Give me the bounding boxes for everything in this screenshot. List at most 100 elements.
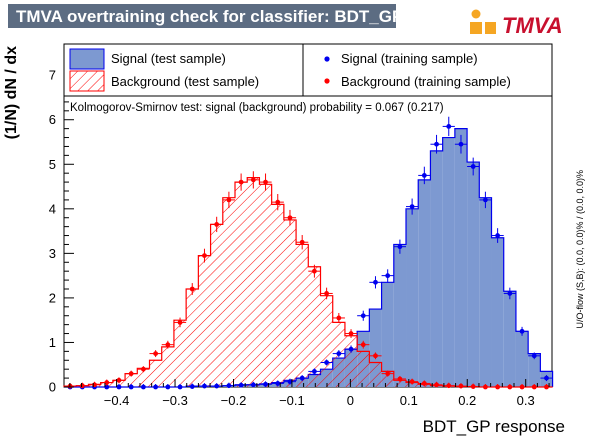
signal-training-marker-33 (470, 164, 476, 169)
chart-title: TMVA overtraining check for classifier: … (16, 7, 404, 26)
background-test-bar-16 (259, 184, 272, 387)
background-training-marker-4 (116, 377, 122, 383)
legend: Signal (test sample) Background (test sa… (63, 43, 553, 97)
legend-background-test-label: Background (test sample) (111, 74, 259, 89)
background-test-bar-27 (393, 380, 407, 387)
legend-signal-test-label: Signal (test sample) (111, 51, 226, 66)
background-test-bar-7 (149, 360, 162, 387)
background-training-marker-35 (495, 384, 501, 390)
x-tick-label-6: 0.2 (458, 393, 476, 408)
background-training-marker-29 (421, 381, 427, 386)
background-training-marker-1 (79, 383, 85, 389)
signal-test-bar-26 (381, 282, 394, 387)
signal-training-marker-23 (348, 346, 354, 352)
signal-training-marker-25 (373, 279, 378, 285)
y-axis-label: (1/N) dN / dx (3, 46, 20, 139)
tmva-logo-icon (470, 9, 496, 34)
background-training-marker-31 (446, 383, 452, 389)
ks-test-annotation: Kolmogorov-Smirnov test: signal (backgro… (70, 102, 444, 114)
signal-training-marker-18 (287, 379, 293, 385)
overflow-label: U/O-flow (S,B): (0.0, 0.0)% / (0.0, 0.0)… (575, 170, 585, 329)
legend-background-test-swatch (69, 70, 105, 92)
background-training-marker-22 (336, 315, 342, 321)
signal-test-bar-32 (454, 128, 468, 388)
y-tick-label-2: 2 (49, 290, 56, 305)
signal-test-bar-34 (479, 197, 492, 387)
y-tick-label-5: 5 (49, 157, 56, 172)
signal-training-marker-14 (238, 382, 244, 388)
background-test-bar-4 (112, 380, 126, 387)
background-training-marker-5 (128, 371, 134, 377)
signal-test-bar-33 (467, 162, 480, 387)
background-training-marker-28 (409, 379, 415, 385)
signal-test-bar-28 (406, 208, 419, 387)
signal-training-marker-16 (263, 381, 268, 387)
background-training-marker-21 (324, 291, 330, 296)
legend-signal-test-swatch (69, 48, 105, 70)
background-test-bar-9 (173, 320, 187, 387)
background-test-bar-8 (161, 346, 174, 387)
x-tick-label-3: −0.1 (279, 393, 305, 408)
signal-training-marker-6 (140, 384, 146, 390)
x-axis-label: BDT_GP response (423, 417, 565, 436)
title-banner: TMVA overtraining check for classifier: … (8, 4, 403, 28)
background-test-bar-12 (210, 224, 223, 387)
background-test-bar-23 (344, 335, 358, 387)
signal-test-bar-38 (528, 353, 541, 387)
background-test-bar-20 (308, 266, 321, 387)
y-tick-label-6: 6 (49, 112, 56, 127)
background-training-marker-37 (519, 384, 525, 390)
signal-training-marker-4 (116, 384, 122, 390)
signal-training-marker-39 (544, 375, 549, 381)
signal-test-bar-31 (442, 137, 455, 387)
background-test-bar-13 (222, 197, 236, 387)
signal-training-marker-13 (226, 383, 232, 389)
signal-training-marker-15 (250, 382, 256, 388)
signal-training-marker-17 (275, 381, 281, 386)
background-training-marker-20 (311, 268, 317, 274)
background-test-bar-24 (357, 351, 370, 387)
y-tick-label-1: 1 (49, 335, 56, 350)
background-test-bar-21 (320, 295, 333, 387)
signal-training-marker-36 (507, 291, 513, 296)
background-training-marker-13 (226, 197, 232, 203)
x-tick-label-5: 0.1 (400, 393, 418, 408)
signal-training-marker-19 (299, 375, 305, 381)
signal-training-markers (64, 116, 553, 390)
background-training-marker-23 (348, 331, 354, 336)
background-training-marker-34 (483, 384, 488, 390)
signal-training-marker-37 (519, 328, 525, 334)
background-test-bar-6 (137, 368, 150, 387)
background-training-marker-10 (189, 286, 195, 292)
background-training-marker-36 (507, 384, 513, 390)
background-training-marker-14 (238, 179, 244, 185)
background-test-bar-14 (235, 182, 248, 387)
y-tick-label-4: 4 (49, 201, 56, 216)
background-training-marker-12 (214, 222, 220, 227)
legend-background-training-marker (324, 78, 330, 84)
y-tick-labels: 0 1 2 3 4 5 6 7 (49, 68, 56, 395)
y-tick-label-0: 0 (49, 380, 56, 395)
signal-training-marker-5 (128, 384, 134, 390)
signal-training-marker-31 (446, 124, 452, 129)
background-training-marker-24 (360, 342, 366, 348)
background-test-bar-10 (186, 289, 199, 387)
y-tick-label-3: 3 (49, 246, 56, 261)
legend-signal-training-marker (324, 56, 330, 62)
background-training-marker-6 (140, 366, 146, 372)
signal-training-marker-11 (202, 383, 207, 389)
background-training-marker-38 (531, 384, 537, 390)
signal-training-marker-24 (360, 313, 366, 319)
background-training-marker-7 (153, 351, 159, 356)
background-training-marker-39 (544, 384, 549, 390)
signal-training-marker-30 (434, 141, 439, 147)
signal-training-marker-3 (104, 384, 110, 390)
background-test-bar-11 (198, 255, 211, 387)
signal-test-bar-36 (503, 291, 516, 387)
background-training-marker-15 (250, 177, 256, 183)
signal-training-marker-38 (531, 353, 537, 359)
background-training-marker-8 (165, 342, 171, 348)
signal-training-marker-34 (483, 197, 488, 203)
legend-background-training-label: Background (training sample) (341, 74, 511, 89)
tmva-logo-text: TMVA (502, 13, 563, 38)
